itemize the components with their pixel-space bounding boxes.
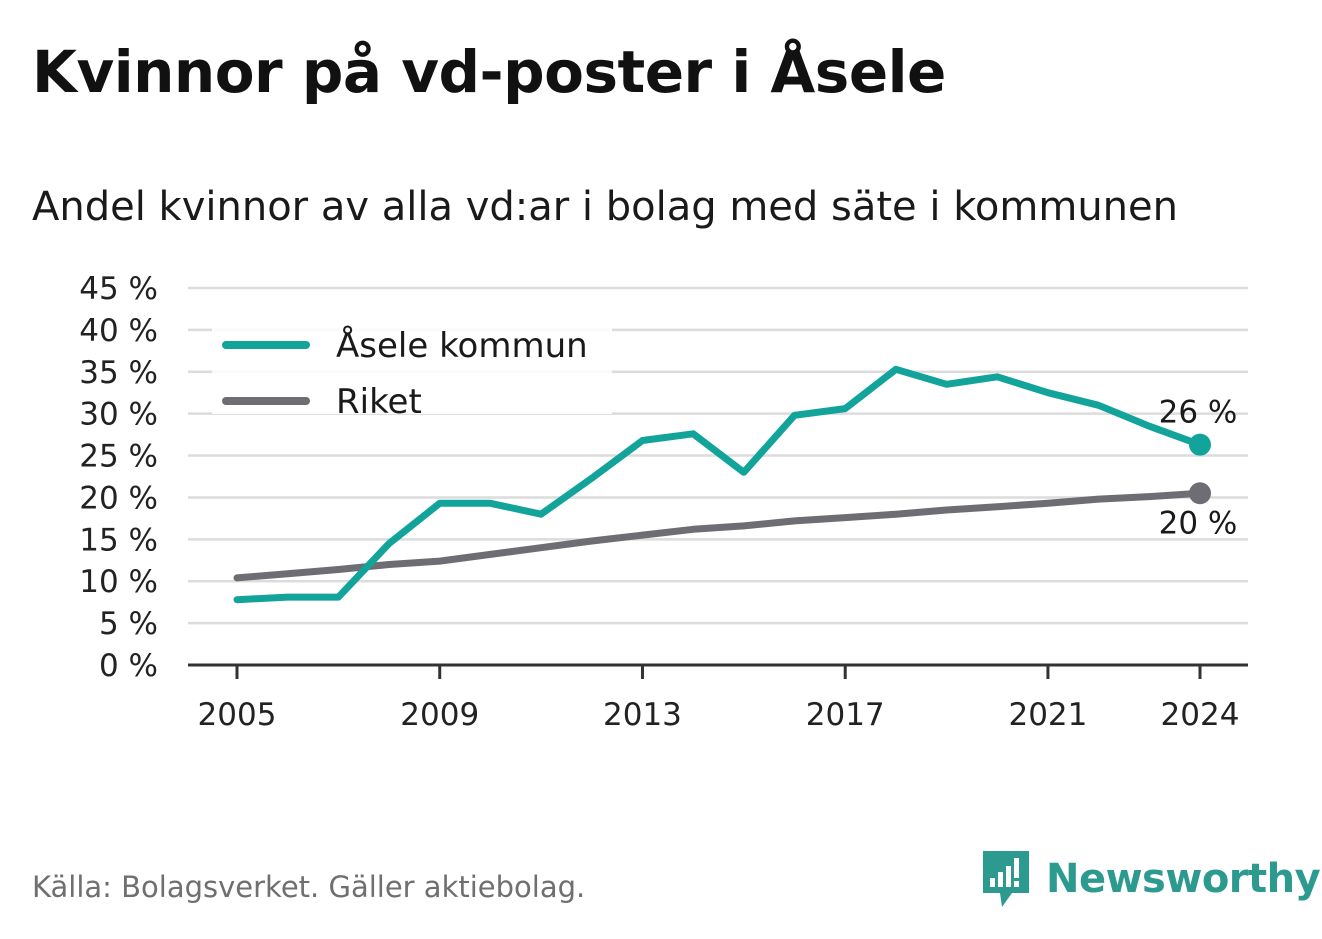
series-end-point — [1189, 482, 1211, 505]
source-note: Källa: Bolagsverket. Gäller aktiebolag. — [32, 870, 586, 904]
y-tick-label: 40 % — [79, 313, 158, 349]
x-axis: 2005 2009 2013 2017 2021 2024 — [188, 663, 1248, 733]
x-tick-label: 2021 — [1008, 697, 1087, 733]
y-axis: 0 % 5 % 10 % 15 % 20 % 25 % 30 % 35 % 40 % 45 % — [79, 271, 158, 684]
y-tick-label: 5 % — [99, 606, 158, 642]
x-tick-label: 2017 — [806, 697, 885, 733]
legend-label: Riket — [336, 382, 422, 422]
x-tick-label: 2024 — [1161, 697, 1240, 733]
chart-subtitle: Andel kvinnor av alla vd:ar i bolag med … — [32, 184, 1178, 230]
y-tick-label: 35 % — [79, 355, 158, 391]
x-tick-label: 2009 — [400, 697, 479, 733]
brand: Newsworthy — [980, 848, 1321, 910]
chart-title: Kvinnor på vd-poster i Åsele — [32, 38, 946, 106]
legend-label: Åsele kommun — [336, 325, 588, 366]
x-tick-label: 2013 — [603, 697, 682, 733]
line-chart: 0 % 5 % 10 % 15 % 20 % 25 % 30 % 35 % 40 % 45 % 2… — [79, 271, 1248, 733]
series-end-point — [1189, 433, 1211, 456]
brand-name: Newsworthy — [1046, 856, 1321, 902]
end-labels: 26 % 20 % — [1159, 395, 1238, 542]
y-tick-label: 45 % — [79, 271, 158, 307]
y-tick-label: 10 % — [79, 564, 158, 600]
y-tick-label: 30 % — [79, 397, 158, 433]
series-line — [233, 365, 1204, 604]
y-tick-label: 20 % — [79, 480, 158, 516]
newsworthy-logo-icon — [983, 851, 1029, 907]
y-tick-label: 25 % — [79, 439, 158, 475]
end-value-label: 20 % — [1159, 505, 1238, 541]
end-value-label: 26 % — [1159, 395, 1238, 431]
y-tick-label: 15 % — [79, 522, 158, 558]
legend: Åsele kommun Riket — [212, 322, 612, 422]
x-tick-label: 2005 — [198, 697, 277, 733]
series-line — [233, 489, 1204, 582]
series-group — [233, 365, 1211, 604]
y-tick-label: 0 % — [99, 648, 158, 684]
